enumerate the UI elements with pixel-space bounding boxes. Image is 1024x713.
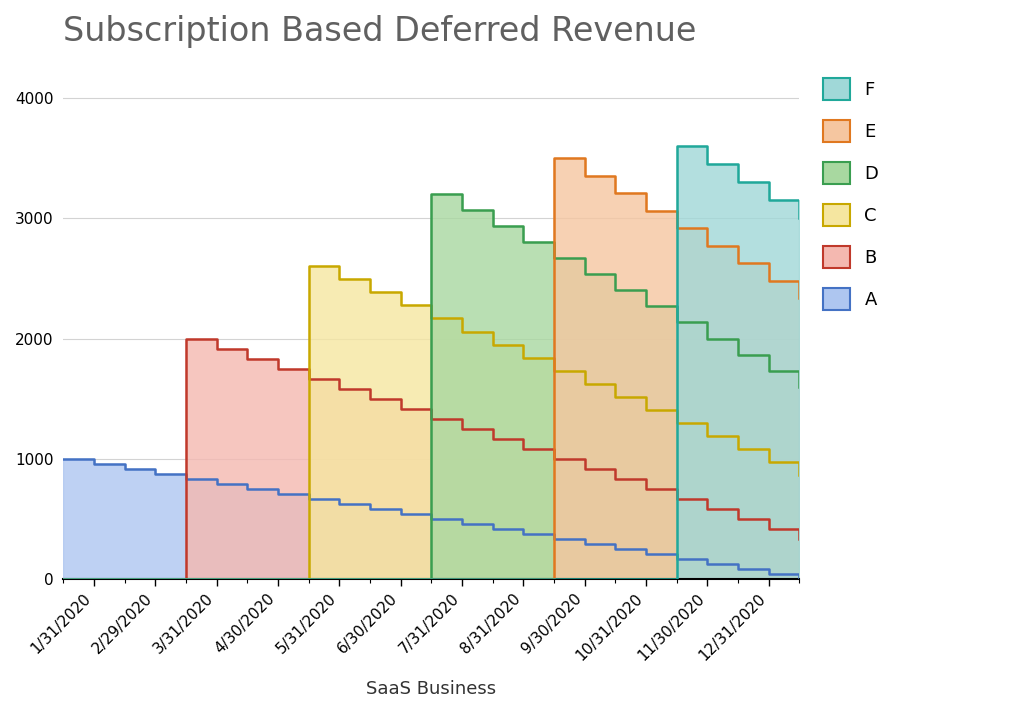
Legend: F, E, D, C, B, A: F, E, D, C, B, A xyxy=(816,71,886,317)
X-axis label: SaaS Business: SaaS Business xyxy=(367,680,497,698)
Text: Subscription Based Deferred Revenue: Subscription Based Deferred Revenue xyxy=(63,15,696,48)
